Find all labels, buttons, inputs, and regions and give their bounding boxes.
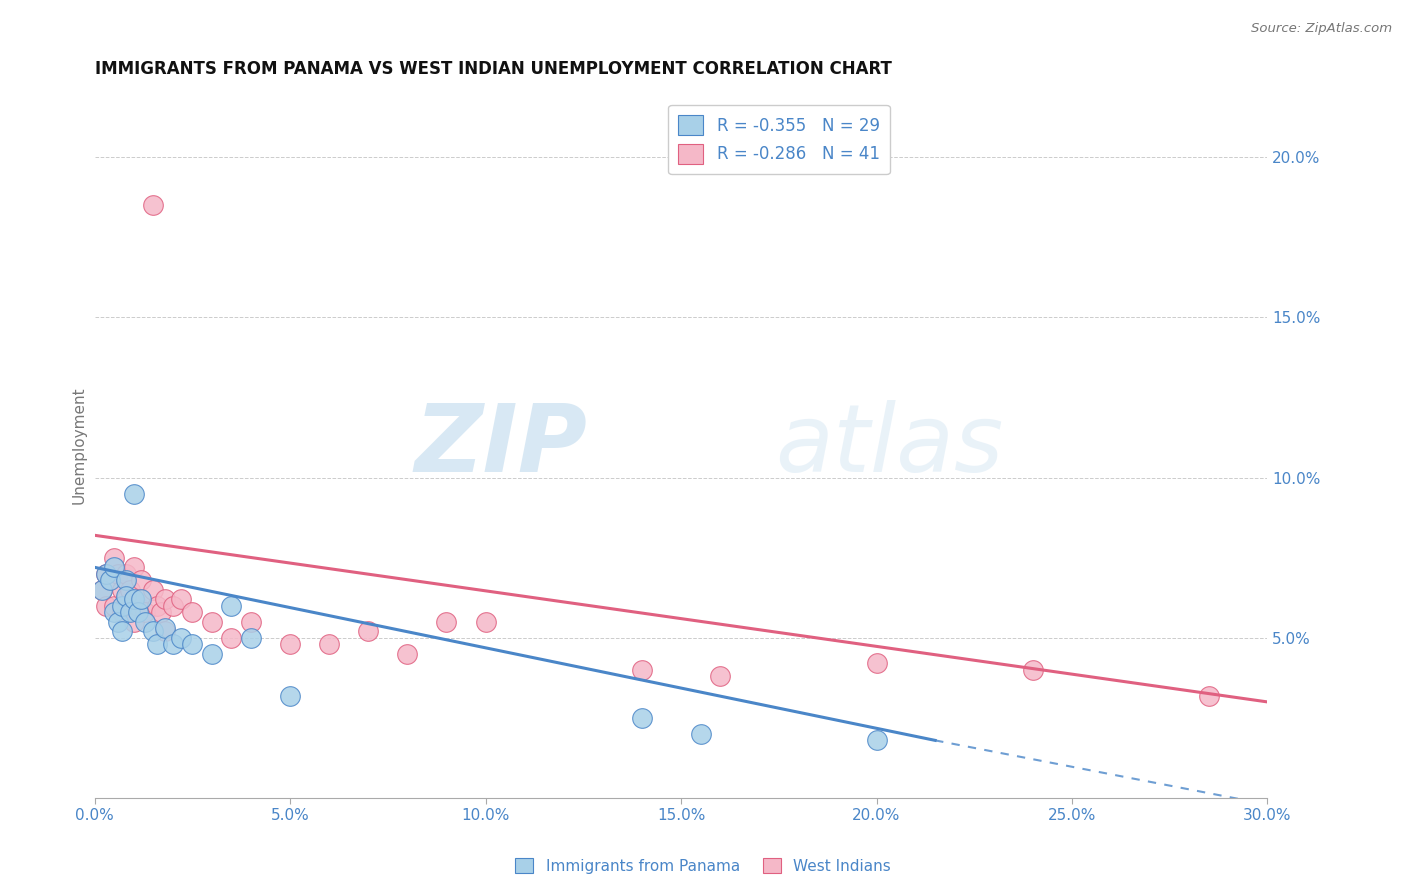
Point bbox=[146, 599, 169, 613]
Text: ZIP: ZIP bbox=[415, 400, 588, 491]
Point bbox=[631, 711, 654, 725]
Text: atlas: atlas bbox=[775, 400, 1002, 491]
Point bbox=[709, 669, 731, 683]
Point bbox=[103, 550, 125, 565]
Point bbox=[103, 599, 125, 613]
Point bbox=[107, 566, 129, 581]
Point bbox=[103, 605, 125, 619]
Point bbox=[1022, 663, 1045, 677]
Text: Source: ZipAtlas.com: Source: ZipAtlas.com bbox=[1251, 22, 1392, 36]
Point bbox=[357, 624, 380, 639]
Point bbox=[118, 605, 141, 619]
Point bbox=[131, 592, 153, 607]
Point bbox=[103, 560, 125, 574]
Point bbox=[115, 566, 138, 581]
Point bbox=[111, 605, 134, 619]
Point bbox=[115, 589, 138, 603]
Point bbox=[689, 727, 711, 741]
Point bbox=[115, 573, 138, 587]
Point bbox=[221, 599, 243, 613]
Point bbox=[142, 624, 165, 639]
Point bbox=[111, 624, 134, 639]
Point bbox=[278, 689, 301, 703]
Text: IMMIGRANTS FROM PANAMA VS WEST INDIAN UNEMPLOYMENT CORRELATION CHART: IMMIGRANTS FROM PANAMA VS WEST INDIAN UN… bbox=[94, 60, 891, 78]
Point bbox=[239, 615, 262, 629]
Point bbox=[150, 605, 173, 619]
Legend: Immigrants from Panama, West Indians: Immigrants from Panama, West Indians bbox=[509, 852, 897, 880]
Point bbox=[153, 592, 176, 607]
Point bbox=[436, 615, 458, 629]
Point bbox=[134, 605, 156, 619]
Point bbox=[111, 599, 134, 613]
Point bbox=[169, 631, 191, 645]
Point bbox=[122, 615, 145, 629]
Point bbox=[115, 592, 138, 607]
Point bbox=[91, 582, 114, 597]
Point bbox=[98, 573, 121, 587]
Point bbox=[169, 592, 191, 607]
Point bbox=[162, 637, 184, 651]
Point bbox=[278, 637, 301, 651]
Point bbox=[118, 582, 141, 597]
Point bbox=[201, 647, 224, 661]
Point bbox=[474, 615, 496, 629]
Point bbox=[122, 486, 145, 500]
Point bbox=[96, 599, 118, 613]
Point bbox=[134, 615, 156, 629]
Point bbox=[162, 599, 184, 613]
Point bbox=[127, 599, 149, 613]
Point bbox=[107, 615, 129, 629]
Point bbox=[98, 573, 121, 587]
Legend: R = -0.355   N = 29, R = -0.286   N = 41: R = -0.355 N = 29, R = -0.286 N = 41 bbox=[668, 105, 890, 174]
Point bbox=[142, 582, 165, 597]
Point bbox=[153, 624, 176, 639]
Point bbox=[153, 621, 176, 635]
Point bbox=[111, 582, 134, 597]
Point bbox=[865, 733, 887, 747]
Point bbox=[221, 631, 243, 645]
Point bbox=[865, 657, 887, 671]
Point bbox=[146, 637, 169, 651]
Point bbox=[131, 592, 153, 607]
Point bbox=[96, 566, 118, 581]
Point bbox=[127, 605, 149, 619]
Point bbox=[96, 566, 118, 581]
Point bbox=[318, 637, 340, 651]
Point bbox=[201, 615, 224, 629]
Point bbox=[181, 605, 204, 619]
Point bbox=[239, 631, 262, 645]
Point bbox=[122, 560, 145, 574]
Point bbox=[131, 573, 153, 587]
Point bbox=[142, 198, 165, 212]
Point bbox=[631, 663, 654, 677]
Point bbox=[396, 647, 419, 661]
Point bbox=[1198, 689, 1220, 703]
Point bbox=[122, 592, 145, 607]
Y-axis label: Unemployment: Unemployment bbox=[72, 387, 86, 504]
Point bbox=[91, 582, 114, 597]
Point bbox=[181, 637, 204, 651]
